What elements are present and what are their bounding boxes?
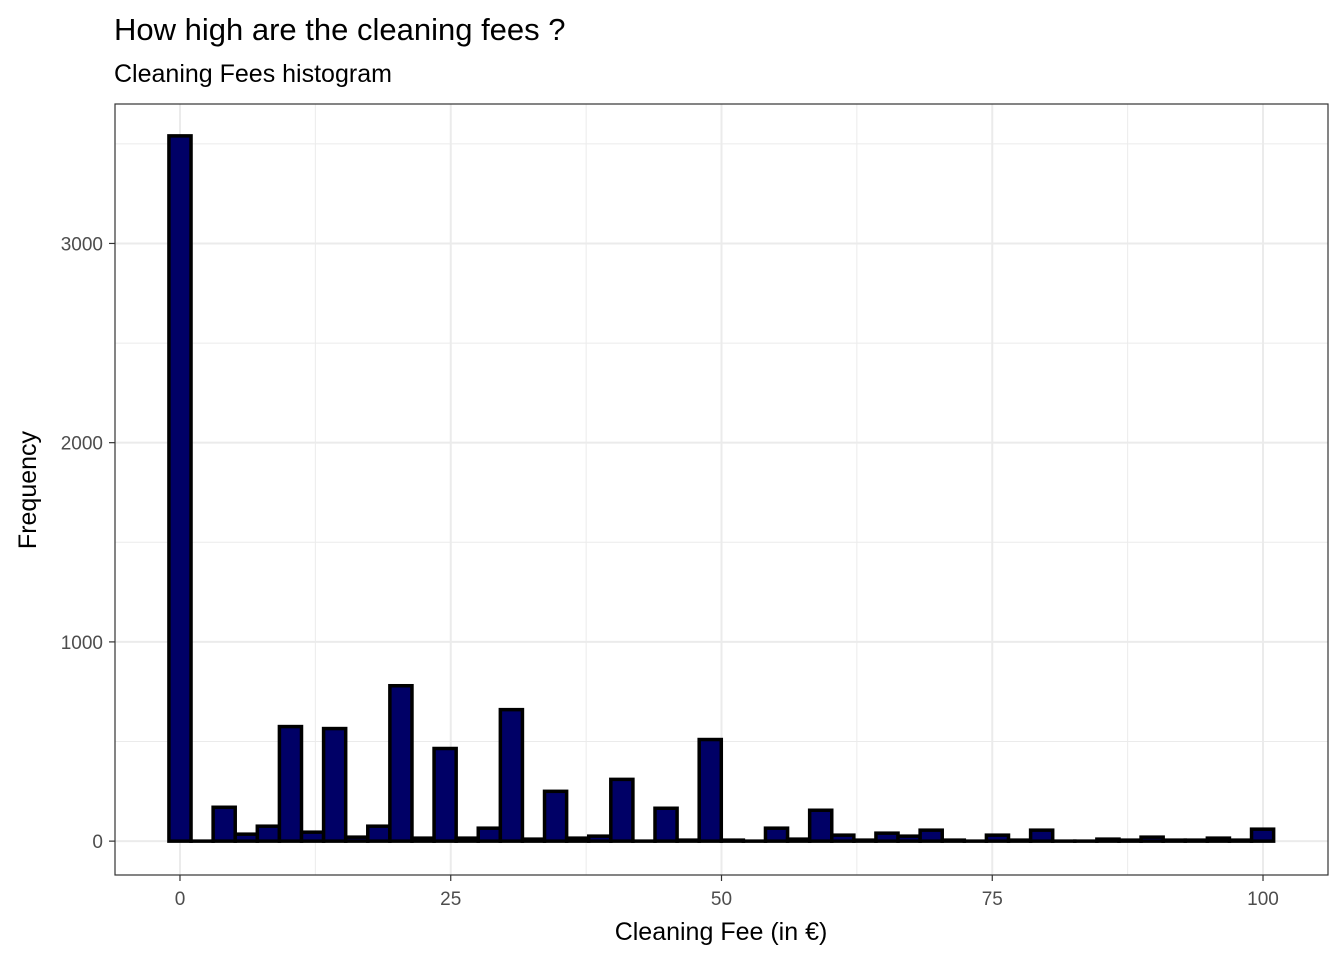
x-axis-title: Cleaning Fee (in €) <box>615 918 828 946</box>
x-axis-ticks: 0 25 50 75 100 <box>175 875 1279 910</box>
histogram-bar <box>299 830 326 843</box>
histogram-bar <box>609 777 635 843</box>
histogram-bar <box>896 834 922 843</box>
y-tick-label: 2000 <box>61 434 103 455</box>
histogram-bar <box>1183 838 1210 843</box>
histogram-bar <box>388 683 414 843</box>
histogram-bar <box>1095 837 1121 843</box>
x-tick-label: 75 <box>982 889 1003 910</box>
histogram-bar <box>984 833 1011 843</box>
histogram-bar <box>432 746 458 843</box>
chart-subtitle: Cleaning Fees histogram <box>114 60 392 88</box>
histogram-bar <box>476 826 503 843</box>
histogram-bar <box>520 837 547 843</box>
y-axis-ticks: 0 1000 2000 3000 <box>61 234 115 853</box>
y-tick-label: 0 <box>92 832 103 853</box>
histogram-bar <box>366 824 392 843</box>
histogram-bar <box>1249 827 1276 843</box>
histogram-bar <box>277 724 304 843</box>
y-axis-title: Frequency <box>14 430 42 549</box>
bars <box>167 134 1276 843</box>
histogram-bar <box>586 834 613 843</box>
histogram-bar <box>874 831 900 843</box>
histogram-bar <box>697 737 724 843</box>
x-tick-label: 50 <box>711 889 732 910</box>
histogram-bar <box>675 838 701 843</box>
histogram-bar <box>454 836 481 843</box>
histogram-bar <box>233 832 260 843</box>
histogram-bar <box>167 134 193 843</box>
histogram-bar <box>1205 836 1232 843</box>
histogram-bar <box>1117 838 1143 843</box>
histogram-bar <box>830 833 856 843</box>
y-tick-label: 1000 <box>61 633 103 654</box>
histogram-bar <box>1161 838 1188 843</box>
histogram-bar <box>763 826 790 843</box>
histogram-bar <box>321 726 348 843</box>
histogram-bar <box>564 836 591 843</box>
y-tick-label: 3000 <box>61 234 103 255</box>
histogram-bar <box>498 707 525 843</box>
histogram-bar <box>1028 828 1055 843</box>
histogram-bar <box>1006 838 1033 843</box>
histogram-bar <box>1139 835 1165 843</box>
histogram-bar <box>807 808 834 843</box>
histogram-bar <box>785 837 812 843</box>
histogram-bar <box>255 824 282 843</box>
histogram-bar <box>719 838 746 843</box>
histogram-bar <box>918 828 944 843</box>
chart-title: How high are the cleaning fees ? <box>114 12 566 47</box>
x-tick-label: 100 <box>1247 889 1279 910</box>
histogram-bar <box>653 806 679 843</box>
histogram-bar <box>410 836 436 843</box>
histogram-bar <box>343 835 370 843</box>
histogram-bar <box>1227 838 1254 843</box>
histogram-bar <box>940 838 967 843</box>
x-tick-label: 25 <box>440 889 461 910</box>
x-tick-label: 0 <box>175 889 186 910</box>
histogram-bar <box>542 789 569 843</box>
histogram-bar <box>211 805 237 843</box>
histogram-bar <box>852 838 878 843</box>
